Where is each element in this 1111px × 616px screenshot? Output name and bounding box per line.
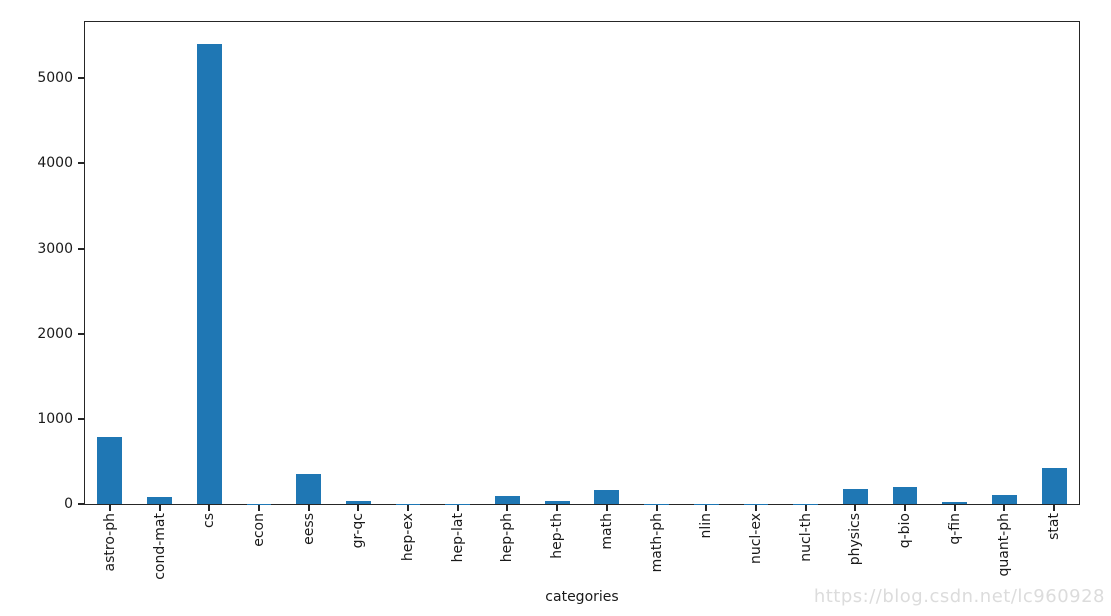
- x-tick-gr-qc: [357, 505, 360, 511]
- x-tick-label-nucl-ex: nucl-ex: [747, 513, 764, 565]
- y-tick-0: [78, 503, 84, 505]
- bar-eess: [296, 474, 322, 504]
- x-tick-label-hep-th: hep-th: [549, 513, 566, 559]
- x-tick-label-astro-ph: astro-ph: [101, 513, 118, 572]
- bar-cond-mat: [147, 497, 172, 504]
- y-tick-label-3000: 3000: [37, 240, 73, 257]
- x-tick-label-physics: physics: [847, 513, 864, 566]
- x-tick-eess: [307, 505, 310, 511]
- x-tick-q-bio: [904, 505, 907, 511]
- x-tick-label-quant-ph: quant-ph: [996, 513, 1013, 577]
- x-axis-label: categories: [545, 589, 619, 605]
- bar-physics: [842, 489, 868, 504]
- y-tick-label-2000: 2000: [37, 325, 73, 342]
- y-tick-label-5000: 5000: [37, 70, 73, 87]
- y-tick-1000: [78, 417, 84, 420]
- watermark: https://blog.csdn.net/lc960928: [813, 586, 1105, 607]
- x-tick-physics: [854, 505, 857, 511]
- y-tick-label-0: 0: [64, 496, 73, 512]
- bar-hep-th: [544, 501, 570, 504]
- bar-q-fin: [942, 501, 968, 504]
- bar-astro-ph: [97, 437, 123, 504]
- x-tick-hep-ph: [506, 505, 509, 511]
- y-tick-label-4000: 4000: [37, 155, 73, 172]
- x-tick-hep-th: [556, 505, 559, 511]
- x-tick-nlin: [705, 505, 708, 511]
- bar-hep-ph: [495, 495, 520, 504]
- y-tick-label-1000: 1000: [37, 410, 73, 427]
- y-tick-4000: [78, 162, 84, 165]
- x-tick-quant-ph: [1003, 505, 1006, 511]
- bar-quant-ph: [992, 495, 1017, 504]
- x-tick-label-nucl-th: nucl-th: [797, 513, 814, 562]
- x-tick-stat: [1053, 505, 1056, 511]
- x-tick-label-q-fin: q-fin: [946, 513, 963, 545]
- bar-stat: [1041, 468, 1067, 504]
- x-tick-math: [605, 505, 608, 511]
- x-tick-hep-ex: [407, 505, 410, 511]
- x-tick-nucl-ex: [754, 505, 757, 511]
- x-tick-econ: [257, 505, 260, 511]
- x-tick-cs: [208, 505, 211, 511]
- x-tick-label-math-ph: math-ph: [648, 513, 665, 573]
- bar-q-bio: [892, 486, 918, 504]
- bar-gr-qc: [345, 500, 371, 504]
- x-tick-label-stat: stat: [1046, 513, 1063, 540]
- y-tick-5000: [78, 77, 84, 80]
- x-tick-nucl-th: [804, 505, 807, 511]
- x-tick-cond-mat: [158, 505, 161, 511]
- x-tick-label-cond-mat: cond-mat: [151, 513, 168, 580]
- bar-cs: [196, 44, 222, 504]
- x-tick-label-nlin: nlin: [698, 513, 715, 539]
- x-tick-hep-lat: [456, 505, 459, 511]
- x-tick-label-q-bio: q-bio: [897, 513, 914, 549]
- x-tick-label-gr-qc: gr-qc: [350, 513, 367, 549]
- x-tick-label-hep-ph: hep-ph: [499, 513, 516, 563]
- x-tick-label-hep-ex: hep-ex: [400, 513, 417, 562]
- plot-area: [84, 21, 1080, 505]
- y-tick-3000: [78, 247, 84, 250]
- x-tick-label-hep-lat: hep-lat: [449, 513, 466, 563]
- x-tick-label-cs: cs: [201, 513, 218, 528]
- x-tick-label-eess: eess: [300, 513, 317, 545]
- x-tick-math-ph: [655, 505, 658, 511]
- x-tick-label-math: math: [598, 513, 615, 550]
- bar-math: [594, 489, 620, 504]
- x-tick-astro-ph: [108, 505, 111, 511]
- y-tick-2000: [78, 332, 84, 335]
- x-tick-label-econ: econ: [250, 513, 267, 547]
- x-tick-q-fin: [953, 505, 956, 511]
